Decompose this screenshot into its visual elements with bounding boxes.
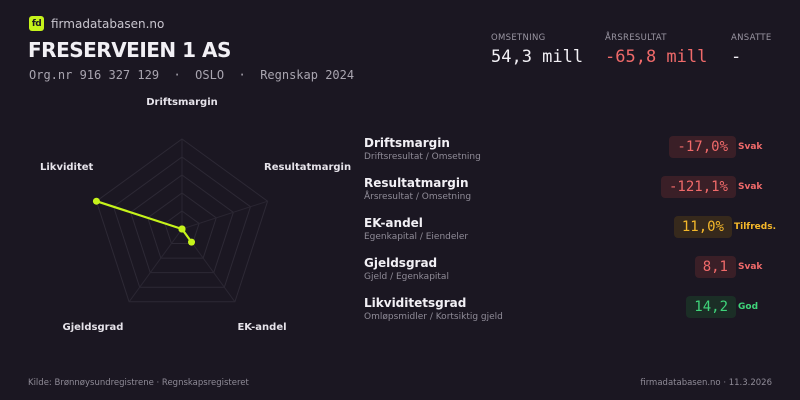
metric-row: Likviditetsgrad Omløpsmidler / Kortsiktig… — [364, 296, 784, 336]
metric-row: Resultatmargin Årsresultat / Omsetning -12… — [364, 176, 784, 216]
metric-name: Resultatmargin — [364, 176, 469, 190]
radar-axis-line — [128, 228, 183, 303]
radar-point-ek-andel — [188, 238, 196, 246]
metric-value: 8,1 — [694, 256, 736, 278]
metric-value: -17,0% — [669, 136, 736, 158]
metric-status: Svak — [738, 142, 763, 152]
radar-grid-ring — [147, 192, 217, 259]
radar-axis-line — [181, 200, 268, 230]
metric-formula: Omløpsmidler / Kortsiktig gjeld — [364, 312, 503, 322]
kpi-omsetning: OMSETNING 54,3 mill — [491, 33, 605, 67]
kpi-ansatte: ANSATTE - — [731, 33, 772, 67]
metric-row: Gjeldsgrad Gjeld / Egenkapital 8,1 Svak — [364, 256, 784, 296]
metric-value: -121,1% — [660, 176, 736, 198]
footer-source: Kilde: Brønnøysundregistrene · Regnskaps… — [28, 378, 249, 388]
radar-point-gjeldsgrad — [178, 225, 186, 233]
logo-icon: fd — [29, 16, 44, 31]
metric-row: Driftsmargin Driftsresultat / Omsetning -1… — [364, 136, 784, 176]
metric-name: Gjeldsgrad — [364, 256, 438, 270]
metric-formula: Årsresultat / Omsetning — [364, 192, 472, 202]
radar-grid-ring — [95, 138, 269, 303]
radar-grid-ring — [164, 210, 200, 245]
radar-grid-ring — [112, 156, 252, 288]
metric-name: Likviditetsgrad — [364, 296, 467, 310]
metric-value: 11,0% — [673, 216, 732, 238]
metric-status: Tilfreds. — [734, 222, 776, 232]
brand-name[interactable]: firmadatabasen.no — [51, 16, 165, 31]
kpi-label: ÅRSRESULTAT — [605, 33, 667, 43]
radar-chart: Driftsmargin Resultatmargin EK-andel Gjelds… — [40, 97, 351, 333]
brand: fd firmadatabasen.no — [29, 16, 164, 31]
radar-point-likviditet — [92, 197, 100, 205]
kpi-label: OMSETNING — [491, 33, 546, 43]
company-name: FRESERVEIEN 1 AS — [28, 38, 231, 62]
company-meta: Org.nr 916 327 129 · OSLO · Regnskap 202… — [29, 68, 355, 82]
radar-axis-label: Driftsmargin — [146, 97, 218, 108]
radar-axis-label: Resultatmargin — [264, 162, 351, 173]
footer-site-date[interactable]: firmadatabasen.no · 11.3.2026 — [640, 378, 772, 388]
metric-formula: Driftsresultat / Omsetning — [364, 152, 481, 162]
metric-row: EK-andel Egenkapital / Eiendeler 11,0% Tilf… — [364, 216, 784, 256]
metric-name: EK-andel — [364, 216, 423, 230]
radar-axis-label: Likviditet — [40, 162, 94, 173]
kpi-group: OMSETNING 54,3 mill ÅRSRESULTAT -65,8 mi… — [491, 33, 772, 67]
kpi-value: -65,8 mill — [605, 47, 708, 67]
metric-name: Driftsmargin — [364, 136, 450, 150]
metric-status: God — [738, 302, 759, 312]
metrics-list: Driftsmargin Driftsresultat / Omsetning -1… — [364, 136, 784, 336]
kpi-value: - — [731, 47, 742, 67]
radar-axis-label: EK-andel — [237, 322, 286, 333]
metric-formula: Gjeld / Egenkapital — [364, 272, 449, 282]
metric-status: Svak — [738, 262, 763, 272]
metric-value: 14,2 — [686, 296, 736, 318]
kpi-label: ANSATTE — [731, 33, 772, 43]
radar-axis-label: Gjeldsgrad — [63, 322, 124, 333]
kpi-value: 54,3 mill — [491, 47, 584, 67]
radar-grid-ring — [130, 174, 234, 274]
metric-status: Svak — [738, 182, 763, 192]
kpi-arsresultat: ÅRSRESULTAT -65,8 mill — [605, 33, 731, 67]
metric-formula: Egenkapital / Eiendeler — [364, 232, 469, 242]
